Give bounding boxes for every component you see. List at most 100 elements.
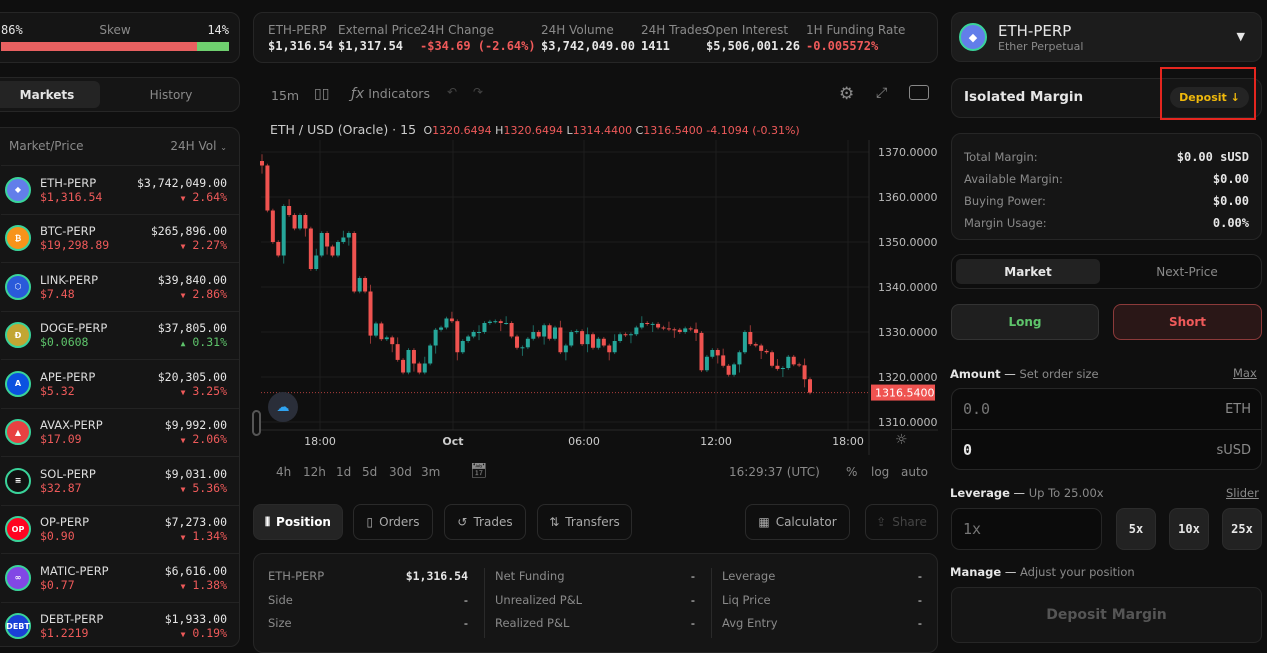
tab-markets[interactable]: Markets bbox=[0, 81, 100, 108]
margin-row: Total Margin: $0.00 sUSD bbox=[964, 150, 1249, 164]
margin-summary: Total Margin: $0.00 sUSD Available Margin:… bbox=[951, 133, 1262, 240]
market-row[interactable]: DEBT DEBT-PERP $1.2219 $1,933.00 ▼ 0.19% bbox=[1, 601, 239, 647]
tab-history[interactable]: History bbox=[149, 87, 193, 102]
candle-body bbox=[634, 327, 639, 335]
candle-body bbox=[563, 345, 568, 353]
range-3m-button[interactable]: 3m bbox=[421, 465, 441, 479]
market-row[interactable]: Ð DOGE-PERP $0.0608 $37,805.00 ▲ 0.31% bbox=[1, 310, 239, 359]
triangle-down-icon: ▼ bbox=[180, 242, 186, 251]
market-row[interactable]: A APE-PERP $5.32 $20,305.00 ▼ 3.25% bbox=[1, 359, 239, 407]
market-change: ▲ 0.31% bbox=[180, 335, 227, 349]
date-range-calendar-icon[interactable]: 📅︎ bbox=[470, 463, 488, 479]
candle-body bbox=[260, 161, 264, 166]
col-24h-vol-sort[interactable]: 24H Vol ⌄ bbox=[170, 139, 227, 153]
market-row[interactable]: ∞ MATIC-PERP $0.77 $6,616.00 ▼ 1.38% bbox=[1, 553, 239, 601]
candle-body bbox=[574, 331, 579, 333]
fullscreen-icon[interactable]: ⤢ bbox=[876, 85, 888, 101]
range-12h-button[interactable]: 12h bbox=[303, 465, 326, 479]
leverage-input[interactable] bbox=[951, 508, 1102, 550]
triangle-up-icon: ▲ bbox=[180, 339, 186, 348]
tab-next-price-order[interactable]: Next-Price bbox=[1156, 264, 1218, 279]
candle-body bbox=[612, 341, 617, 353]
market-row[interactable]: OP OP-PERP $0.90 $7,273.00 ▼ 1.34% bbox=[1, 504, 239, 553]
candle-body bbox=[411, 350, 416, 364]
chevron-down-icon: ⌄ bbox=[220, 143, 227, 152]
position-field: Realized P&L - bbox=[495, 616, 695, 630]
market-volume: $265,896.00 bbox=[150, 224, 227, 238]
x-tick-label: 18:00 bbox=[304, 435, 336, 448]
candle-body bbox=[281, 206, 286, 256]
candle-body bbox=[422, 363, 427, 373]
undo-icon[interactable]: ↶ bbox=[447, 85, 458, 99]
candle-body bbox=[742, 332, 747, 353]
market-volume: $6,616.00 bbox=[164, 563, 227, 578]
leverage-25x-button[interactable]: 25x bbox=[1222, 508, 1262, 550]
tab-transfers[interactable]: ⇅ Transfers bbox=[537, 504, 632, 540]
candle-body bbox=[628, 334, 633, 336]
calculator-button[interactable]: ▦ Calculator bbox=[745, 504, 850, 540]
position-field: ETH-PERP $1,316.54 bbox=[268, 569, 468, 583]
market-row[interactable]: ₿ BTC-PERP $19,298.89 $265,896.00 ▼ 2.27… bbox=[1, 213, 239, 262]
log-scale-toggle[interactable]: log bbox=[871, 465, 890, 479]
range-5d-button[interactable]: 5d bbox=[362, 465, 378, 479]
market-price: $19,298.89 bbox=[40, 238, 110, 252]
market-row[interactable]: ◆ ETH-PERP $1,316.54 $3,742,049.00 ▼ 2.6… bbox=[1, 165, 239, 213]
tab-orders[interactable]: ▯ Orders bbox=[353, 504, 433, 540]
market-volume: $37,805.00 bbox=[157, 321, 227, 335]
redo-icon[interactable]: ↷ bbox=[473, 85, 484, 99]
slider-link[interactable]: Slider bbox=[1226, 486, 1259, 500]
susd-amount-input[interactable]: 0 bbox=[963, 441, 973, 459]
candle-body bbox=[292, 215, 297, 229]
market-selector[interactable]: ◆ ETH-PERP Ether Perpetual ▼ bbox=[951, 12, 1262, 62]
range-30d-button[interactable]: 30d bbox=[389, 465, 412, 479]
interval-button[interactable]: 15m bbox=[271, 88, 300, 103]
eth-amount-input[interactable] bbox=[952, 389, 1202, 429]
scroll-handle[interactable] bbox=[252, 410, 261, 436]
candle-body bbox=[363, 278, 368, 292]
market-volume: $1,933.00 bbox=[164, 612, 227, 626]
camera-icon[interactable] bbox=[909, 85, 929, 100]
share-button[interactable]: ⇪ Share bbox=[865, 504, 938, 540]
candle-body bbox=[748, 332, 753, 345]
market-price: $0.77 bbox=[40, 577, 75, 592]
candle-type-icon[interactable]: ▯▯ bbox=[314, 86, 330, 102]
candle-body bbox=[276, 242, 281, 256]
market-change: ▼ 2.06% bbox=[180, 432, 227, 446]
range-1d-button[interactable]: 1d bbox=[336, 465, 352, 479]
divider bbox=[484, 568, 485, 638]
leverage-5x-button[interactable]: 5x bbox=[1116, 508, 1156, 550]
market-row[interactable]: ≡ SOL-PERP $32.87 $9,031.00 ▼ 5.36% bbox=[1, 456, 239, 504]
matic-icon: ∞ bbox=[5, 564, 31, 591]
settings-gear-icon[interactable]: ⚙ bbox=[839, 84, 855, 104]
btc-icon: ₿ bbox=[5, 225, 31, 251]
tab-market-order[interactable]: Market bbox=[956, 259, 1100, 284]
tab-position[interactable]: ⫴ Position bbox=[253, 504, 343, 540]
transfer-arrows-icon: ⇅ bbox=[549, 515, 560, 529]
percent-scale-toggle[interactable]: % bbox=[846, 465, 858, 479]
max-link[interactable]: Max bbox=[1233, 366, 1257, 380]
short-button[interactable]: Short bbox=[1113, 304, 1262, 340]
indicators-button[interactable]: ƒx Indicators bbox=[351, 86, 430, 102]
auto-scale-toggle[interactable]: auto bbox=[901, 465, 929, 479]
tab-trades[interactable]: ↺ Trades bbox=[444, 504, 526, 540]
candle-body bbox=[487, 321, 492, 323]
deposit-button[interactable]: Deposit ↓ bbox=[1170, 87, 1249, 108]
range-4h-button[interactable]: 4h bbox=[276, 465, 292, 479]
long-button[interactable]: Long bbox=[951, 304, 1099, 340]
chart-theme-icon[interactable]: ☼ bbox=[895, 432, 908, 448]
x-tick-label: 12:00 bbox=[700, 435, 732, 448]
eth-unit: ETH bbox=[1225, 402, 1251, 417]
candle-body bbox=[672, 329, 677, 331]
price-chart[interactable]: 1370.0000 1360.0000 1350.0000 1340.0000 1330… bbox=[253, 140, 938, 455]
manage-label: Manage — Adjust your position bbox=[950, 565, 1135, 579]
market-name: SOL-PERP bbox=[40, 466, 96, 481]
market-row[interactable]: ⬡ LINK-PERP $7.48 $39,840.00 ▼ 2.86% bbox=[1, 262, 239, 310]
stat-item: External Price $1,317.54 bbox=[338, 23, 421, 53]
market-price: $0.0608 bbox=[40, 335, 89, 349]
market-row[interactable]: ▲ AVAX-PERP $17.09 $9,992.00 ▼ 2.06% bbox=[1, 407, 239, 456]
candle-body bbox=[482, 323, 487, 332]
candle-body bbox=[270, 210, 275, 242]
candle-body bbox=[287, 206, 292, 215]
market-name: APE-PERP bbox=[40, 369, 96, 384]
leverage-10x-button[interactable]: 10x bbox=[1169, 508, 1209, 550]
